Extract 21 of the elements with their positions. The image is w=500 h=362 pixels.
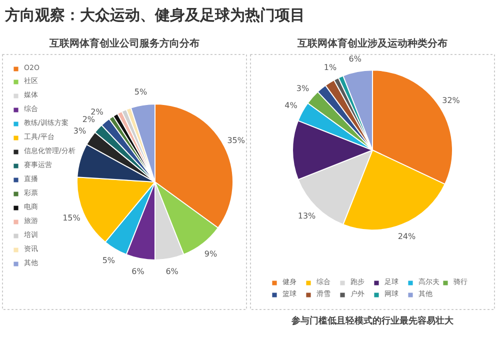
- text: 参与门槛低且轻模式的行业最先容易壮大: [290, 316, 454, 327]
- data-label: 1%: [324, 63, 338, 72]
- data-label: 2%: [82, 116, 96, 125]
- text: 方向观察：大众运动、健身及足球为热门项目: [5, 5, 305, 26]
- data-label: 32%: [442, 96, 460, 106]
- data-label: 24%: [398, 232, 416, 242]
- data-label: 6%: [166, 267, 179, 276]
- data-label: 6%: [132, 267, 145, 276]
- data-label: 5%: [102, 256, 116, 266]
- data-label: 2%: [90, 108, 104, 117]
- data-label: 15%: [62, 214, 81, 224]
- data-label: 4%: [284, 101, 298, 110]
- chart-title: 互联网体育创业公司服务方向分布: [48, 38, 200, 50]
- data-label: 5%: [134, 88, 148, 98]
- data-label: 13%: [298, 212, 316, 221]
- data-label: 6%: [348, 54, 362, 64]
- chart-title: 互联网体育创业涉及运动种类分布: [296, 38, 448, 50]
- data-label: 3%: [73, 126, 86, 136]
- data-label: 3%: [296, 84, 310, 94]
- data-label: 9%: [204, 250, 218, 259]
- data-label: 35%: [227, 136, 246, 146]
